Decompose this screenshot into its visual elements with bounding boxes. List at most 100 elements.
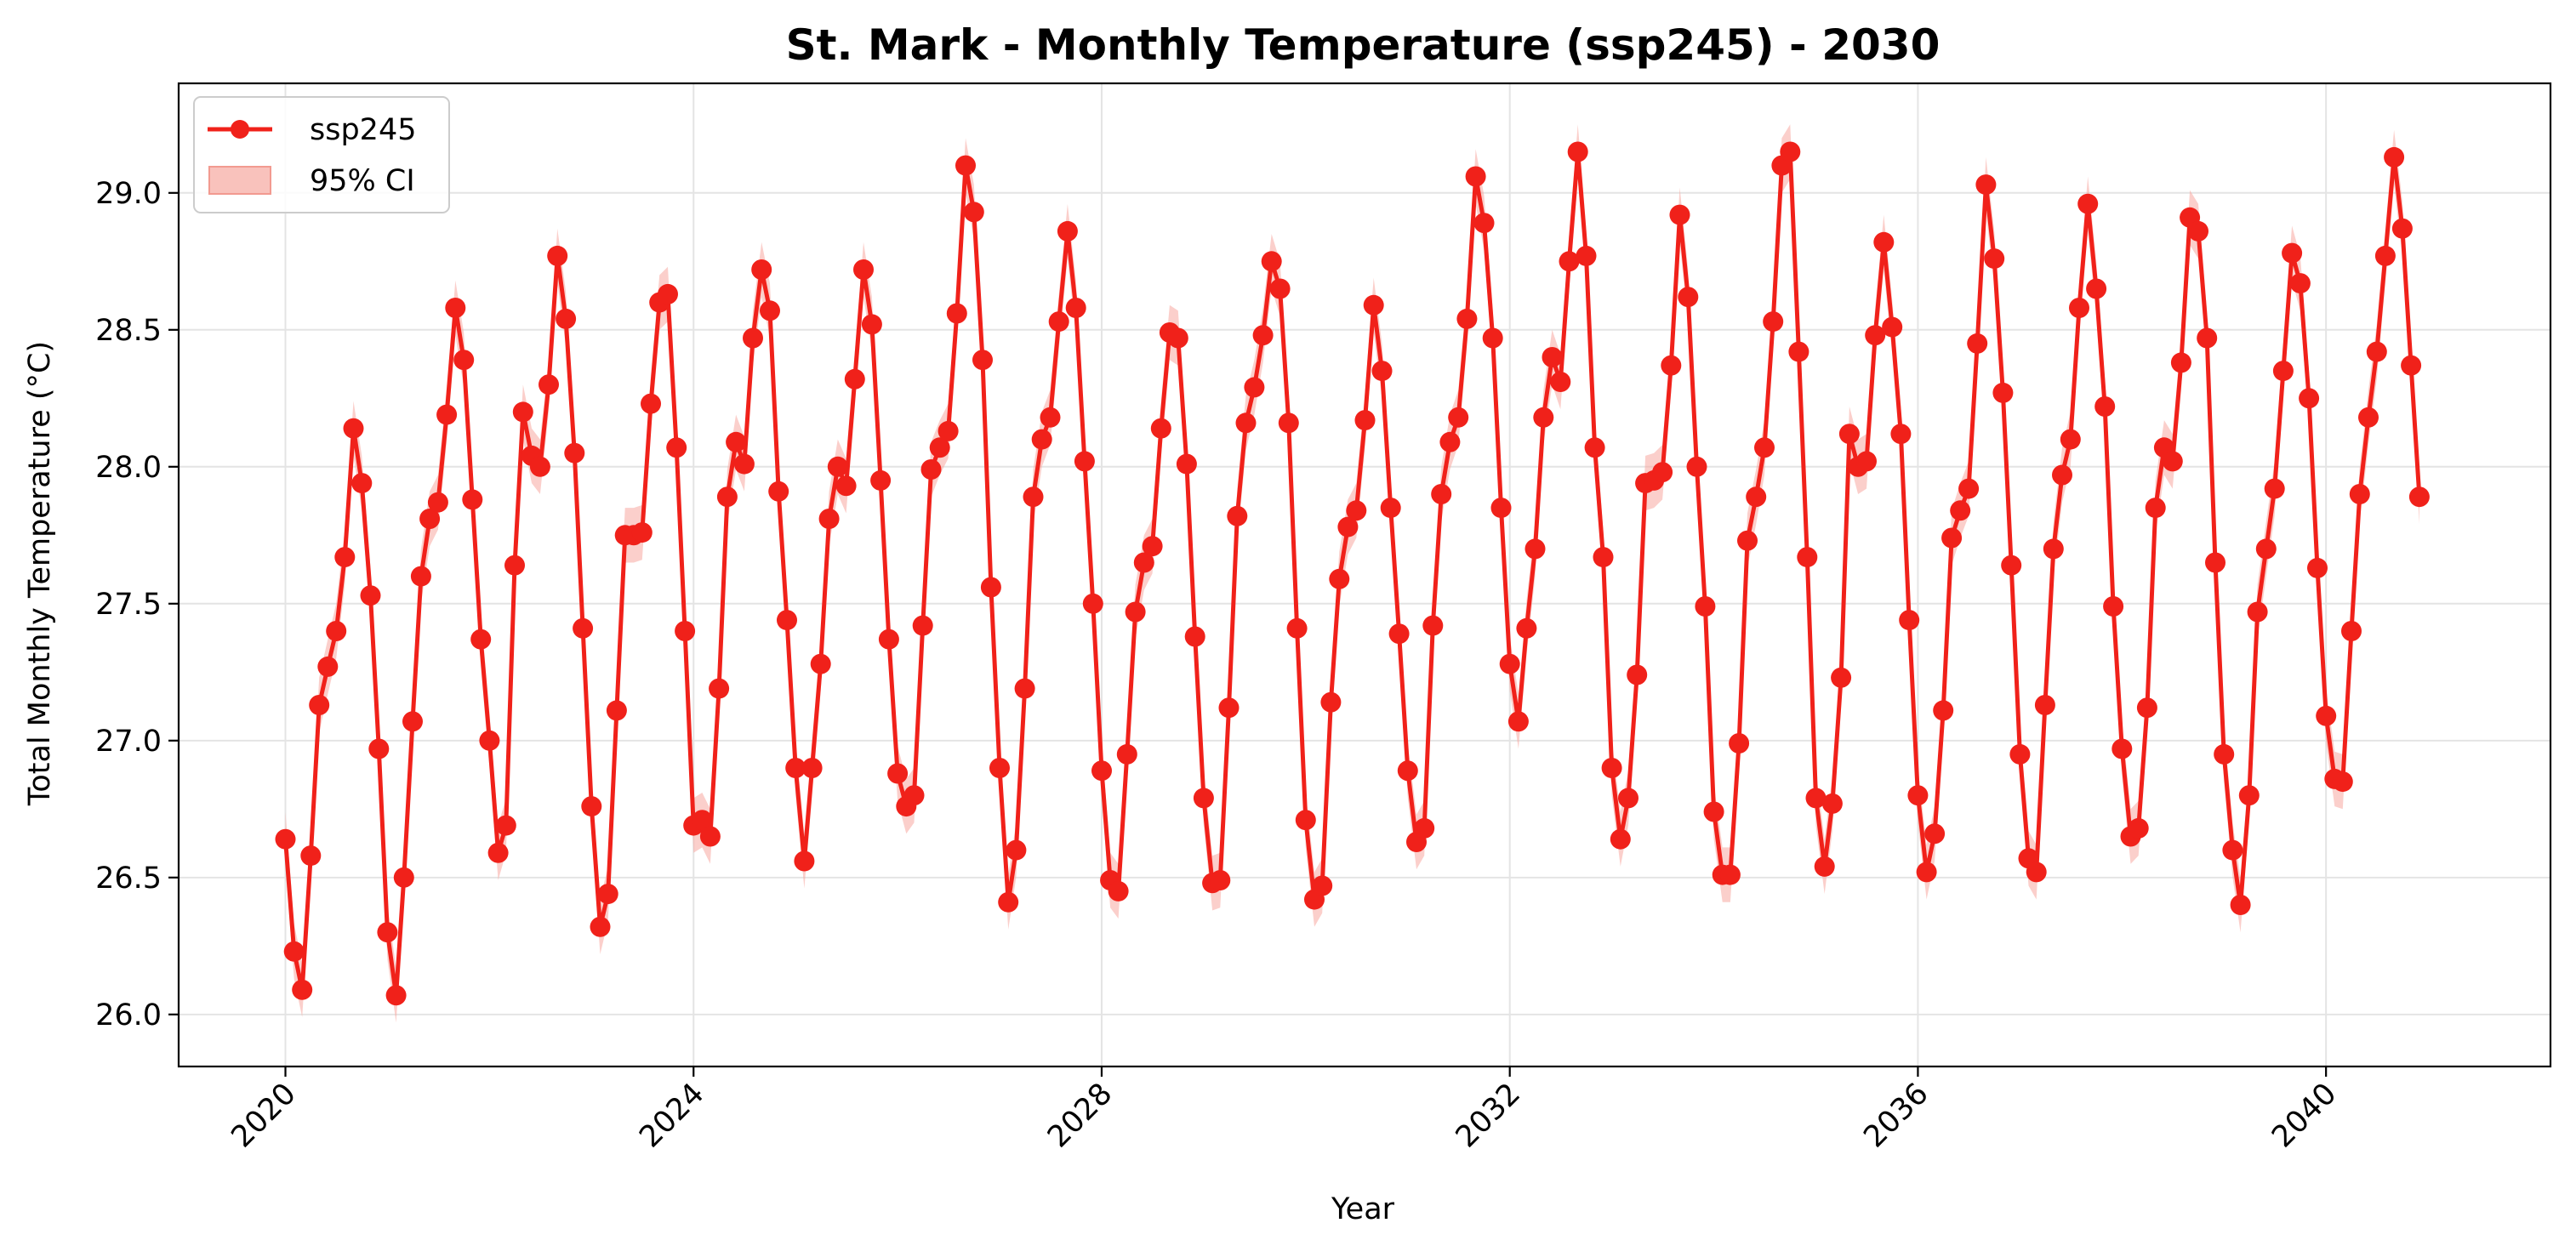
data-point — [733, 453, 755, 475]
data-point — [1593, 547, 1614, 568]
data-point — [1567, 141, 1588, 162]
data-point — [2086, 278, 2107, 299]
data-point — [1210, 870, 1231, 890]
data-point — [1499, 653, 1520, 674]
y-tick-label: 28.5 — [95, 314, 162, 348]
data-point — [861, 314, 882, 335]
data-point — [581, 796, 602, 817]
data-point — [487, 842, 509, 863]
data-point — [972, 350, 993, 371]
data-point — [1320, 691, 1342, 713]
data-point — [699, 826, 721, 847]
data-point — [903, 785, 925, 806]
data-point — [2349, 484, 2370, 504]
data-point — [1754, 437, 1775, 458]
data-point — [1312, 875, 1333, 896]
data-point — [547, 245, 568, 266]
data-point — [1967, 333, 1988, 354]
data-point — [2214, 743, 2235, 765]
data-point — [564, 442, 585, 464]
data-point — [1363, 294, 1384, 316]
data-point — [2299, 388, 2320, 409]
data-point — [1950, 500, 1971, 521]
data-point — [1838, 424, 1860, 445]
data-point — [1448, 407, 1469, 428]
data-point — [427, 492, 448, 513]
data-point — [1525, 538, 1546, 560]
data-point — [275, 828, 296, 850]
data-point — [1422, 615, 1444, 636]
data-point — [1218, 697, 1240, 719]
data-point — [2069, 298, 2089, 318]
data-point — [2136, 697, 2157, 719]
y-tick-label: 27.0 — [95, 725, 162, 759]
data-point — [2238, 785, 2260, 806]
data-point — [998, 891, 1019, 913]
data-point — [1576, 245, 1597, 266]
data-point — [529, 456, 550, 477]
data-point — [2255, 538, 2277, 560]
data-point — [1941, 527, 1963, 549]
data-point — [1805, 788, 1827, 809]
data-point — [606, 700, 627, 721]
data-point — [1108, 880, 1129, 902]
data-point — [1797, 547, 1818, 568]
data-point — [1150, 418, 1171, 439]
y-tick-label: 29.0 — [95, 177, 162, 211]
data-point — [2077, 193, 2099, 214]
data-point — [835, 475, 857, 497]
data-point — [1269, 278, 1291, 299]
data-point — [1176, 453, 1197, 475]
data-point — [2103, 596, 2124, 617]
data-point — [2222, 839, 2243, 861]
x-axis-label: Year — [1331, 1192, 1395, 1226]
y-tick-label: 26.0 — [95, 998, 162, 1032]
data-point — [1890, 424, 1912, 445]
y-axis-ticks: 26.0 26.5 27.0 27.5 28.0 28.5 29.0 — [95, 177, 179, 1032]
data-point — [2384, 146, 2405, 168]
y-tick-label: 28.0 — [95, 451, 162, 485]
data-point — [2034, 695, 2055, 715]
data-point — [1814, 856, 1835, 877]
data-point — [1958, 478, 1980, 499]
data-point — [2247, 601, 2268, 623]
data-point — [539, 374, 559, 395]
data-point — [1729, 733, 1750, 754]
data-point — [1133, 552, 1154, 573]
data-point — [556, 308, 577, 329]
data-point — [1984, 248, 2005, 270]
data-point — [920, 459, 942, 480]
data-point — [844, 368, 865, 390]
data-point — [1031, 429, 1052, 450]
data-point — [658, 283, 678, 304]
data-point — [1091, 760, 1112, 782]
data-point — [1992, 382, 2014, 403]
data-point — [1014, 678, 1035, 699]
data-point — [777, 610, 797, 631]
data-point — [980, 577, 1001, 598]
data-point — [1371, 361, 1393, 382]
data-point — [878, 628, 899, 650]
data-point — [453, 350, 475, 371]
data-point — [360, 585, 381, 606]
data-point — [504, 555, 525, 576]
data-point — [2043, 538, 2064, 560]
data-point — [1627, 664, 1648, 685]
data-point — [801, 758, 823, 778]
data-point — [1295, 810, 1316, 831]
data-point — [1065, 298, 1086, 318]
data-point — [2316, 705, 2337, 726]
data-point — [955, 155, 976, 176]
legend-label-ci: 95% CI — [310, 164, 415, 198]
data-point — [1006, 839, 1027, 861]
data-point — [1431, 484, 1452, 504]
data-point — [1380, 498, 1401, 519]
chart-title: St. Mark - Monthly Temperature (ssp245) … — [786, 20, 1941, 70]
data-point — [597, 884, 618, 905]
data-point — [2408, 486, 2430, 508]
data-point — [1695, 596, 1716, 617]
data-point — [436, 404, 458, 425]
data-point — [317, 656, 339, 677]
legend-ci-swatch — [208, 166, 271, 195]
data-point — [1193, 788, 1214, 809]
